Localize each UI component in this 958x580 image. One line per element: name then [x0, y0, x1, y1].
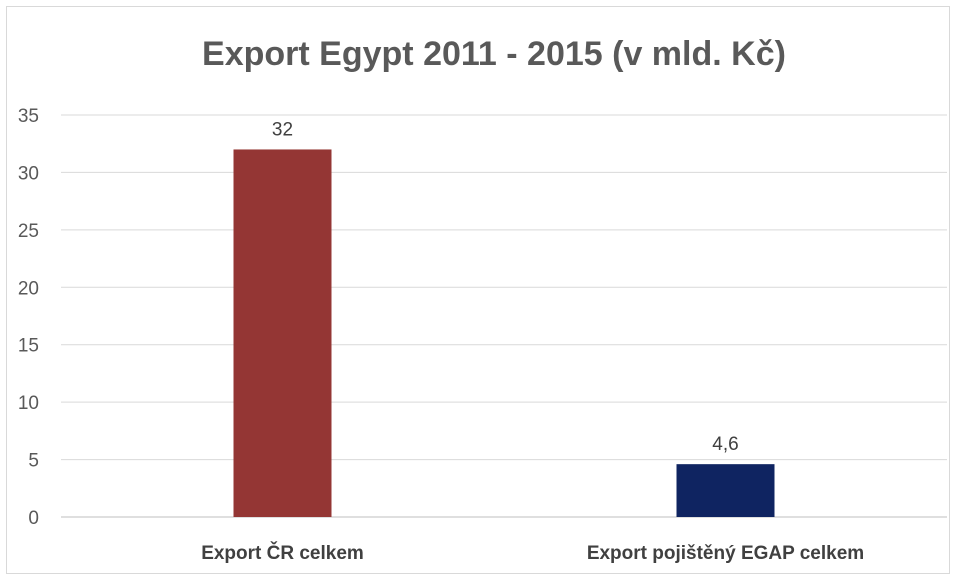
y-tick-label: 0 [28, 508, 39, 529]
y-tick-label: 25 [18, 221, 39, 242]
y-axis-ticks: 0 5 10 15 20 25 30 35 [18, 106, 39, 529]
y-tick-label: 15 [18, 336, 39, 357]
data-label: 4,6 [712, 434, 738, 455]
data-labels: 324,6 [272, 119, 739, 455]
bar [233, 149, 332, 517]
category-labels: Export ČR celkem Export pojištěný EGAP ce… [201, 542, 864, 564]
category-label: Export ČR celkem [201, 542, 364, 564]
y-tick-label: 30 [18, 163, 39, 184]
bars [233, 149, 775, 517]
category-label: Export pojištěný EGAP celkem [587, 543, 864, 564]
y-tick-label: 20 [18, 278, 39, 299]
chart-title: Export Egypt 2011 - 2015 (v mld. Kč) [202, 35, 786, 73]
data-label: 32 [272, 119, 293, 140]
gridlines [61, 114, 947, 518]
y-tick-label: 5 [28, 451, 39, 472]
chart-frame: Export Egypt 2011 - 2015 (v mld. Kč) 0 5 1… [6, 6, 950, 574]
bar [676, 464, 775, 517]
y-tick-label: 10 [18, 393, 39, 414]
y-tick-label: 35 [18, 106, 39, 127]
bar-chart: Export Egypt 2011 - 2015 (v mld. Kč) 0 5 1… [18, 35, 947, 564]
